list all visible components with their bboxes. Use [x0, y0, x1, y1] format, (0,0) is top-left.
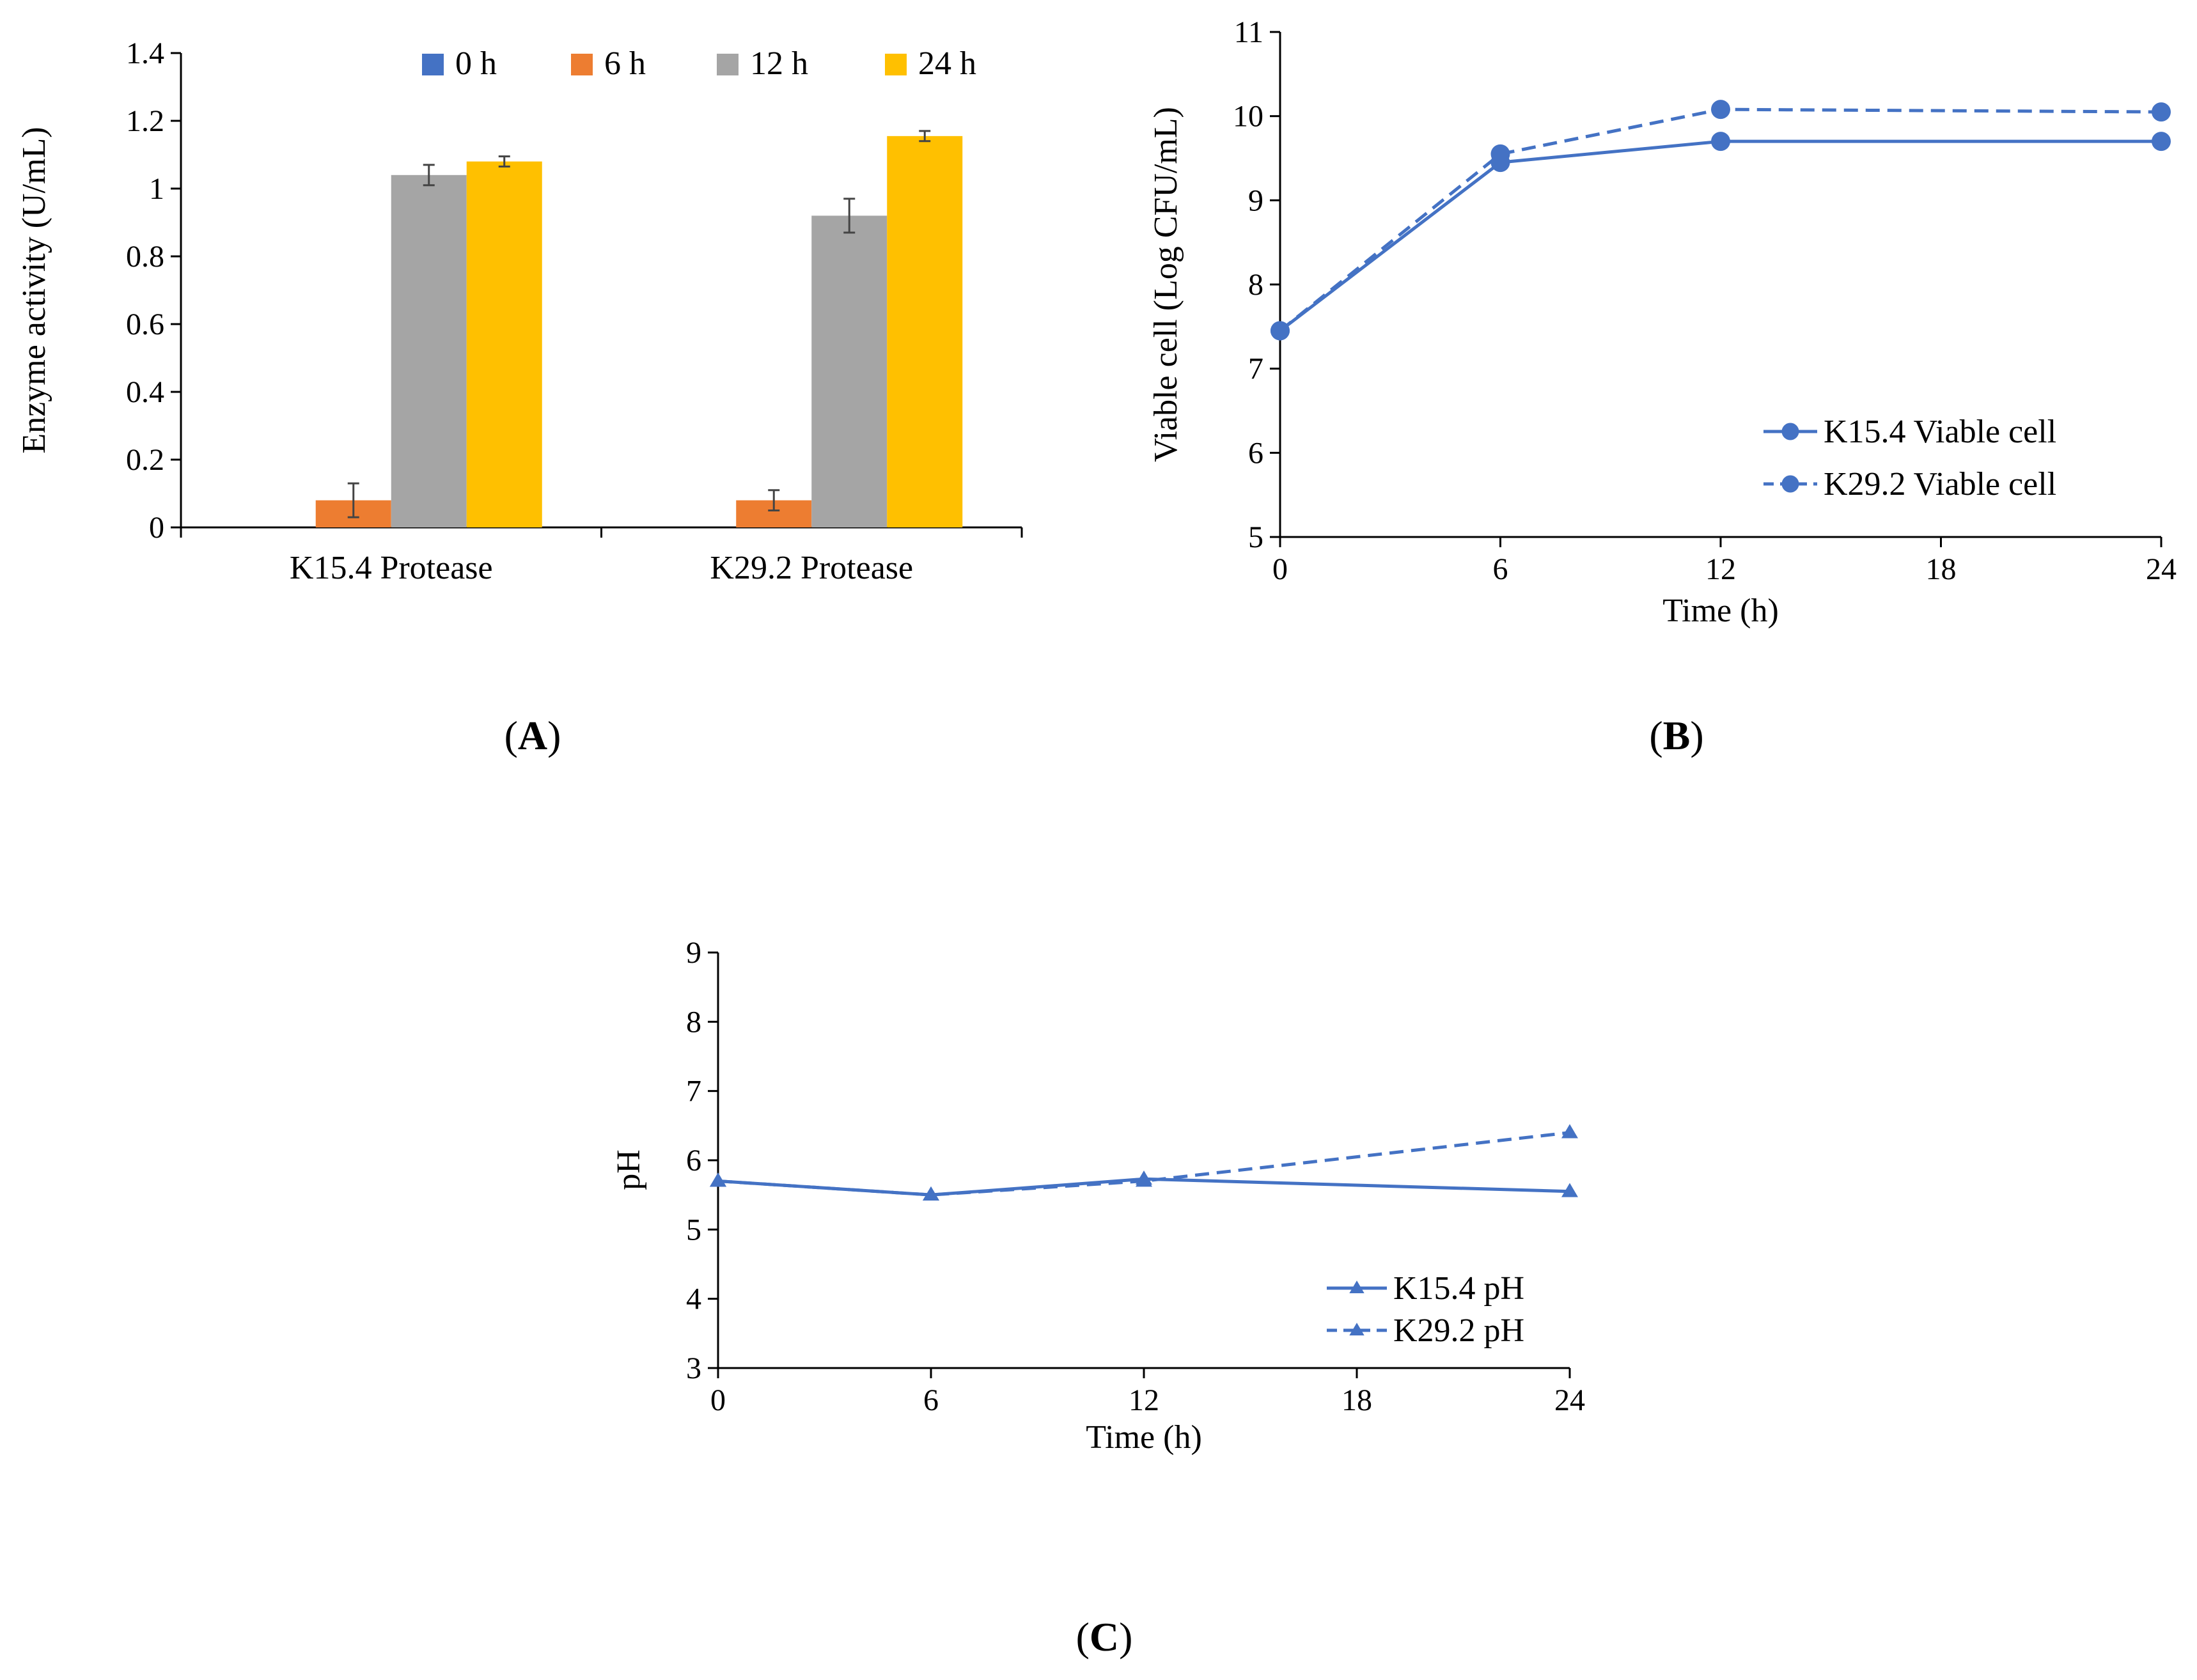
panel-c-label: (C) [1076, 1614, 1133, 1660]
panel-b-y-tick-label: 8 [1248, 268, 1263, 302]
legend-swatch-24-h [885, 54, 907, 75]
panel-a-label: (A) [504, 713, 561, 758]
legend-marker-k29-2-viable-cell [1781, 475, 1799, 493]
panel-a-category-label: K15.4 Protease [290, 550, 493, 586]
panel-a-y-tick-label: 0.8 [126, 240, 164, 274]
legend-label: K29.2 pH [1393, 1312, 1524, 1349]
legend-label: K15.4 pH [1393, 1270, 1524, 1307]
panel-a-y-tick-label: 1.2 [126, 104, 164, 138]
panel-c-ph-chart: 3 4 5 6 7 8 9 0 6 12 18 24 K15.4 pH K29.2 pH Time (… [611, 936, 1585, 1660]
panel-b-y-axis-title: Viable cell (Log CFU/mL) [1148, 107, 1184, 462]
panel-c-y-tick-label: 6 [686, 1144, 701, 1178]
panel-b-x-axis-title: Time (h) [1662, 593, 1779, 629]
panel-c-x-tick-label: 24 [1554, 1383, 1585, 1417]
legend-swatch-12-h [717, 54, 739, 75]
bar-24-h-k15-4-protease [466, 161, 542, 528]
series-line-k29-2-ph [717, 1131, 1570, 1197]
legend-label: 24 h [918, 45, 976, 82]
data-point-k15-4-viable-cell [1271, 321, 1290, 341]
panel-c-y-tick-label: 8 [686, 1005, 701, 1039]
panel-a-y-axis-title: Enzyme activity (U/mL) [16, 127, 52, 453]
panel-a-y-tick-label: 0.2 [126, 443, 164, 477]
data-point-k15-4-ph [710, 1172, 726, 1187]
panel-c-label-letter: C [1090, 1614, 1119, 1660]
panel-b-x-tick-label: 6 [1493, 552, 1508, 586]
series-line-k15-4-viable-cell [1279, 139, 2161, 332]
data-point-k15-4-ph [923, 1186, 939, 1201]
panel-b-label-letter: B [1663, 713, 1691, 758]
panel-a-y-tick-label: 1 [149, 172, 164, 206]
legend-label: 0 h [455, 45, 497, 82]
legend-swatch-0-h [422, 54, 444, 75]
panel-a-y-tick-label: 1.4 [126, 36, 164, 70]
panel-a-category-label: K29.2 Protease [710, 550, 913, 586]
legend-label: 12 h [750, 45, 808, 82]
panel-c-x-axis-title: Time (h) [1086, 1419, 1202, 1456]
data-point-k15-4-viable-cell [2152, 132, 2171, 152]
legend-label: 6 h [604, 45, 646, 82]
data-point-k29-2-ph [1561, 1124, 1578, 1139]
data-point-k15-4-viable-cell [1711, 132, 1730, 152]
panel-b-y-tick-label: 9 [1248, 183, 1263, 217]
panel-a-y-tick-label: 0.4 [126, 375, 164, 409]
panel-c-x-tick-label: 6 [923, 1383, 939, 1417]
legend-label: K15.4 Viable cell [1824, 414, 2056, 450]
panel-c-y-tick-label: 5 [686, 1213, 701, 1247]
legend-swatch-6-h [571, 54, 593, 75]
panel-c-y-axis-title: pH [611, 1149, 647, 1190]
panel-c-x-tick-label: 12 [1129, 1383, 1159, 1417]
panel-b-y-tick-label: 7 [1248, 352, 1263, 386]
legend-label: K29.2 Viable cell [1824, 466, 2056, 502]
panel-b-y-tick-label: 11 [1234, 15, 1263, 49]
panel-c-y-tick-label: 4 [686, 1282, 701, 1316]
data-point-k15-4-viable-cell [1490, 153, 1510, 173]
panel-b-x-tick-label: 0 [1272, 552, 1288, 586]
panel-c-x-tick-label: 18 [1341, 1383, 1372, 1417]
panel-a-y-tick-label: 0.6 [126, 307, 164, 341]
panel-b-x-tick-label: 24 [2146, 552, 2177, 586]
legend-marker-k15-4-viable-cell [1781, 423, 1799, 440]
panel-a-label-letter: A [518, 713, 547, 758]
data-point-k15-4-ph [1136, 1170, 1152, 1185]
panel-b-y-tick-label: 6 [1248, 436, 1263, 470]
data-point-k15-4-ph [1561, 1183, 1578, 1197]
data-point-k29-2-viable-cell [2152, 102, 2171, 122]
panel-b-y-tick-label: 10 [1233, 100, 1263, 134]
series-line-k29-2-viable-cell [1279, 107, 2162, 332]
panel-c-y-tick-label: 9 [686, 936, 701, 970]
panel-b-label: (B) [1649, 713, 1703, 758]
panel-a-enzyme-activity-chart: 0 0.2 0.4 0.6 0.8 1 1.2 1.4 K15.4 Protease K29.2… [16, 36, 1023, 758]
panel-a-y-tick-label: 0 [149, 511, 164, 545]
panel-b-x-tick-label: 18 [1926, 552, 1957, 586]
legend-marker-k29-2-ph [1349, 1323, 1364, 1335]
data-point-k29-2-viable-cell [1711, 100, 1730, 120]
bar-24-h-k29-2-protease [887, 136, 963, 528]
bar-12-h-k29-2-protease [811, 215, 887, 527]
bar-12-h-k15-4-protease [391, 175, 467, 527]
panel-b-x-tick-label: 12 [1705, 552, 1736, 586]
series-line-k15-4-ph [717, 1177, 1570, 1197]
panel-c-y-tick-label: 3 [686, 1351, 701, 1385]
legend-marker-k15-4-ph [1349, 1280, 1364, 1293]
panel-c-y-tick-label: 7 [686, 1075, 701, 1108]
panel-b-viable-cell-chart: 5 6 7 8 9 10 11 0 6 12 18 24 K15.4 Viable cell K29.… [1148, 15, 2177, 758]
panel-c-x-tick-label: 0 [710, 1383, 726, 1417]
panel-b-y-tick-label: 5 [1248, 520, 1263, 554]
